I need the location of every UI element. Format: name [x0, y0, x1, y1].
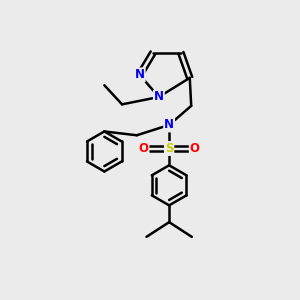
Text: N: N — [135, 68, 145, 81]
Text: O: O — [190, 142, 200, 155]
Text: S: S — [165, 142, 173, 155]
Text: N: N — [164, 118, 174, 131]
Text: N: N — [154, 91, 164, 103]
Text: O: O — [139, 142, 148, 155]
